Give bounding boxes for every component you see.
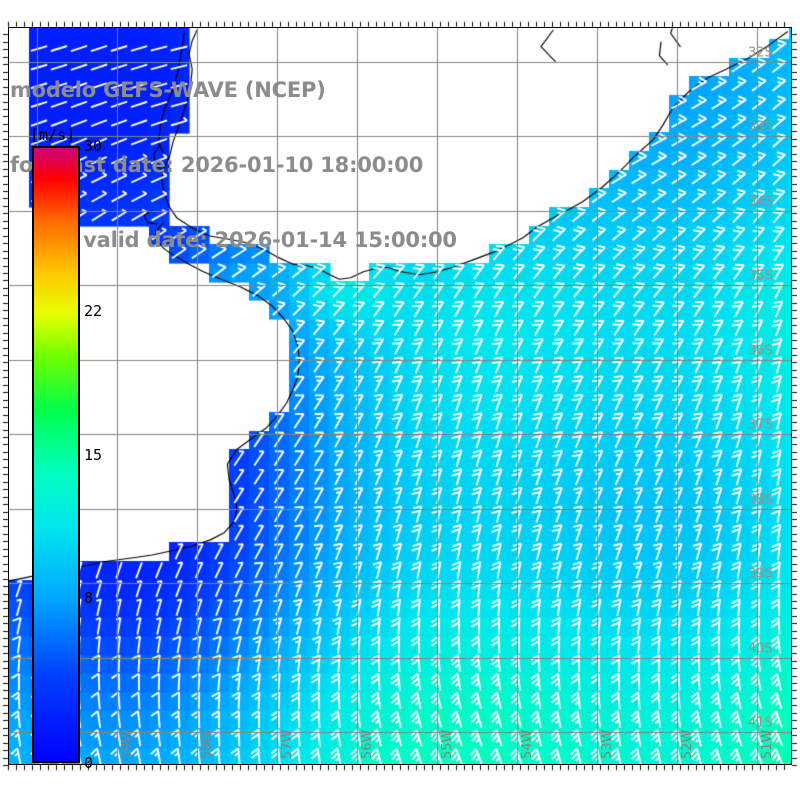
- colorbar-unit-label: [m/s]: [30, 126, 76, 144]
- colorbar-tick-0: 0: [84, 754, 94, 772]
- wind-field-layers: [9, 28, 791, 764]
- map-plot-frame: [8, 27, 792, 765]
- colorbar[interactable]: [32, 146, 80, 763]
- colorbar-tick-22: 22: [84, 301, 103, 320]
- graticule-grid-canvas: [9, 28, 791, 764]
- colorbar-tick-8: 8: [84, 589, 94, 608]
- colorbar-tick-30: 30: [84, 137, 103, 155]
- colorbar-frame: [32, 146, 80, 763]
- colorbar-tick-15: 15: [84, 445, 103, 464]
- colorbar-gradient: [34, 148, 78, 761]
